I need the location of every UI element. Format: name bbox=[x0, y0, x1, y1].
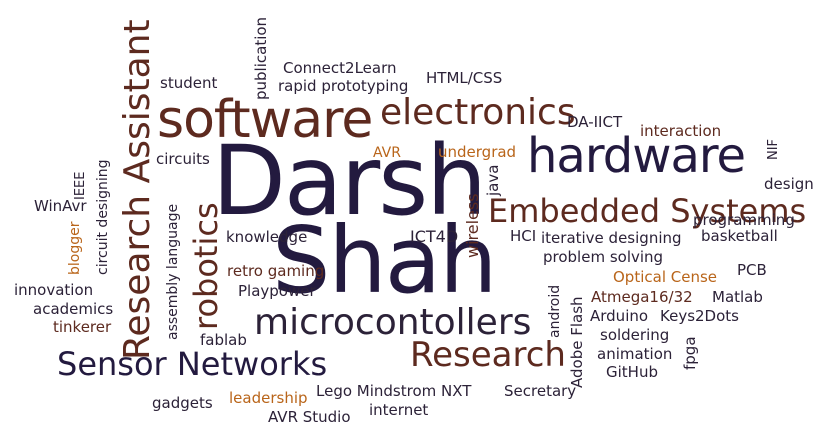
word-interaction: interaction bbox=[640, 122, 722, 140]
word-internet: internet bbox=[369, 401, 429, 419]
word-research-assistant: Research Assistant bbox=[117, 19, 158, 360]
word-wireless: wireless bbox=[463, 193, 482, 258]
word-student: student bbox=[160, 74, 218, 92]
word-microcontollers: microcontollers bbox=[254, 302, 532, 343]
word-animation: animation bbox=[597, 345, 673, 363]
word-shah: Shah bbox=[272, 207, 497, 314]
word-problem-solving: problem solving bbox=[543, 248, 664, 266]
word-fablab: fablab bbox=[200, 331, 247, 349]
word-ieee: IEEE bbox=[73, 171, 88, 200]
word-sensor-networks: Sensor Networks bbox=[57, 345, 328, 383]
word-basketball: basketball bbox=[701, 227, 778, 245]
word-connect2learn: Connect2Learn bbox=[283, 59, 397, 77]
word-pcb: PCB bbox=[737, 261, 767, 279]
word-robotics: robotics bbox=[187, 202, 225, 330]
word-adobe-flash: Adobe Flash bbox=[568, 296, 586, 388]
word-arduino: Arduino bbox=[590, 307, 649, 325]
word-hardware: hardware bbox=[527, 128, 746, 184]
word-winavr: WinAvr bbox=[34, 197, 87, 215]
word-assembly-language: assembly language bbox=[165, 203, 181, 340]
word-avr: AVR bbox=[373, 145, 401, 161]
word-electronics: electronics bbox=[380, 92, 576, 133]
word-knowledge: knowledge bbox=[226, 228, 308, 246]
word-optical-cense: Optical Cense bbox=[613, 268, 718, 286]
word-publication: publication bbox=[252, 16, 270, 100]
word-academics: academics bbox=[33, 300, 114, 318]
word-ict4d: ICT4D bbox=[410, 227, 459, 246]
word-iterative-designing: iterative designing bbox=[541, 229, 682, 247]
word-atmega: Atmega16/32 bbox=[591, 288, 693, 306]
word-rapid-prototyping: rapid prototyping bbox=[278, 77, 409, 95]
word-circuits: circuits bbox=[156, 150, 210, 168]
word-da-iict: DA-IICT bbox=[567, 113, 623, 131]
word-secretary: Secretary bbox=[504, 382, 577, 400]
word-keys2dots: Keys2Dots bbox=[660, 307, 739, 325]
word-github: GitHub bbox=[606, 363, 658, 381]
word-programming: programming bbox=[693, 211, 795, 229]
word-lego: Lego Mindstrom NXT bbox=[316, 382, 472, 400]
word-circuit-designing: circuit designing bbox=[95, 159, 111, 275]
word-embedded-systems: Embedded Systems bbox=[488, 192, 807, 230]
word-fpga: fpga bbox=[681, 336, 699, 370]
word-matlab: Matlab bbox=[712, 288, 763, 306]
word-design: design bbox=[764, 175, 814, 193]
word-playpower: Playpower bbox=[238, 282, 316, 300]
word-gadgets: gadgets bbox=[152, 394, 213, 412]
word-blogger: blogger bbox=[67, 221, 83, 275]
word-retro-gaming: retro gaming bbox=[227, 262, 325, 280]
word-android: android bbox=[547, 284, 563, 338]
word-innovation: innovation bbox=[14, 281, 94, 299]
word-research: Research bbox=[410, 335, 566, 375]
word-darsh: Darsh bbox=[212, 125, 487, 237]
word-avr-studio: AVR Studio bbox=[268, 408, 351, 426]
word-soldering: soldering bbox=[600, 326, 670, 344]
word-undergrad: undergrad bbox=[438, 143, 517, 161]
word-nif: NIF bbox=[766, 138, 781, 160]
word-hci: HCI bbox=[510, 227, 537, 245]
word-leadership: leadership bbox=[229, 389, 308, 407]
word-software: software bbox=[157, 90, 373, 150]
word-java: java bbox=[484, 164, 502, 196]
word-html-css: HTML/CSS bbox=[426, 69, 503, 87]
word-tinkerer: tinkerer bbox=[53, 318, 112, 336]
